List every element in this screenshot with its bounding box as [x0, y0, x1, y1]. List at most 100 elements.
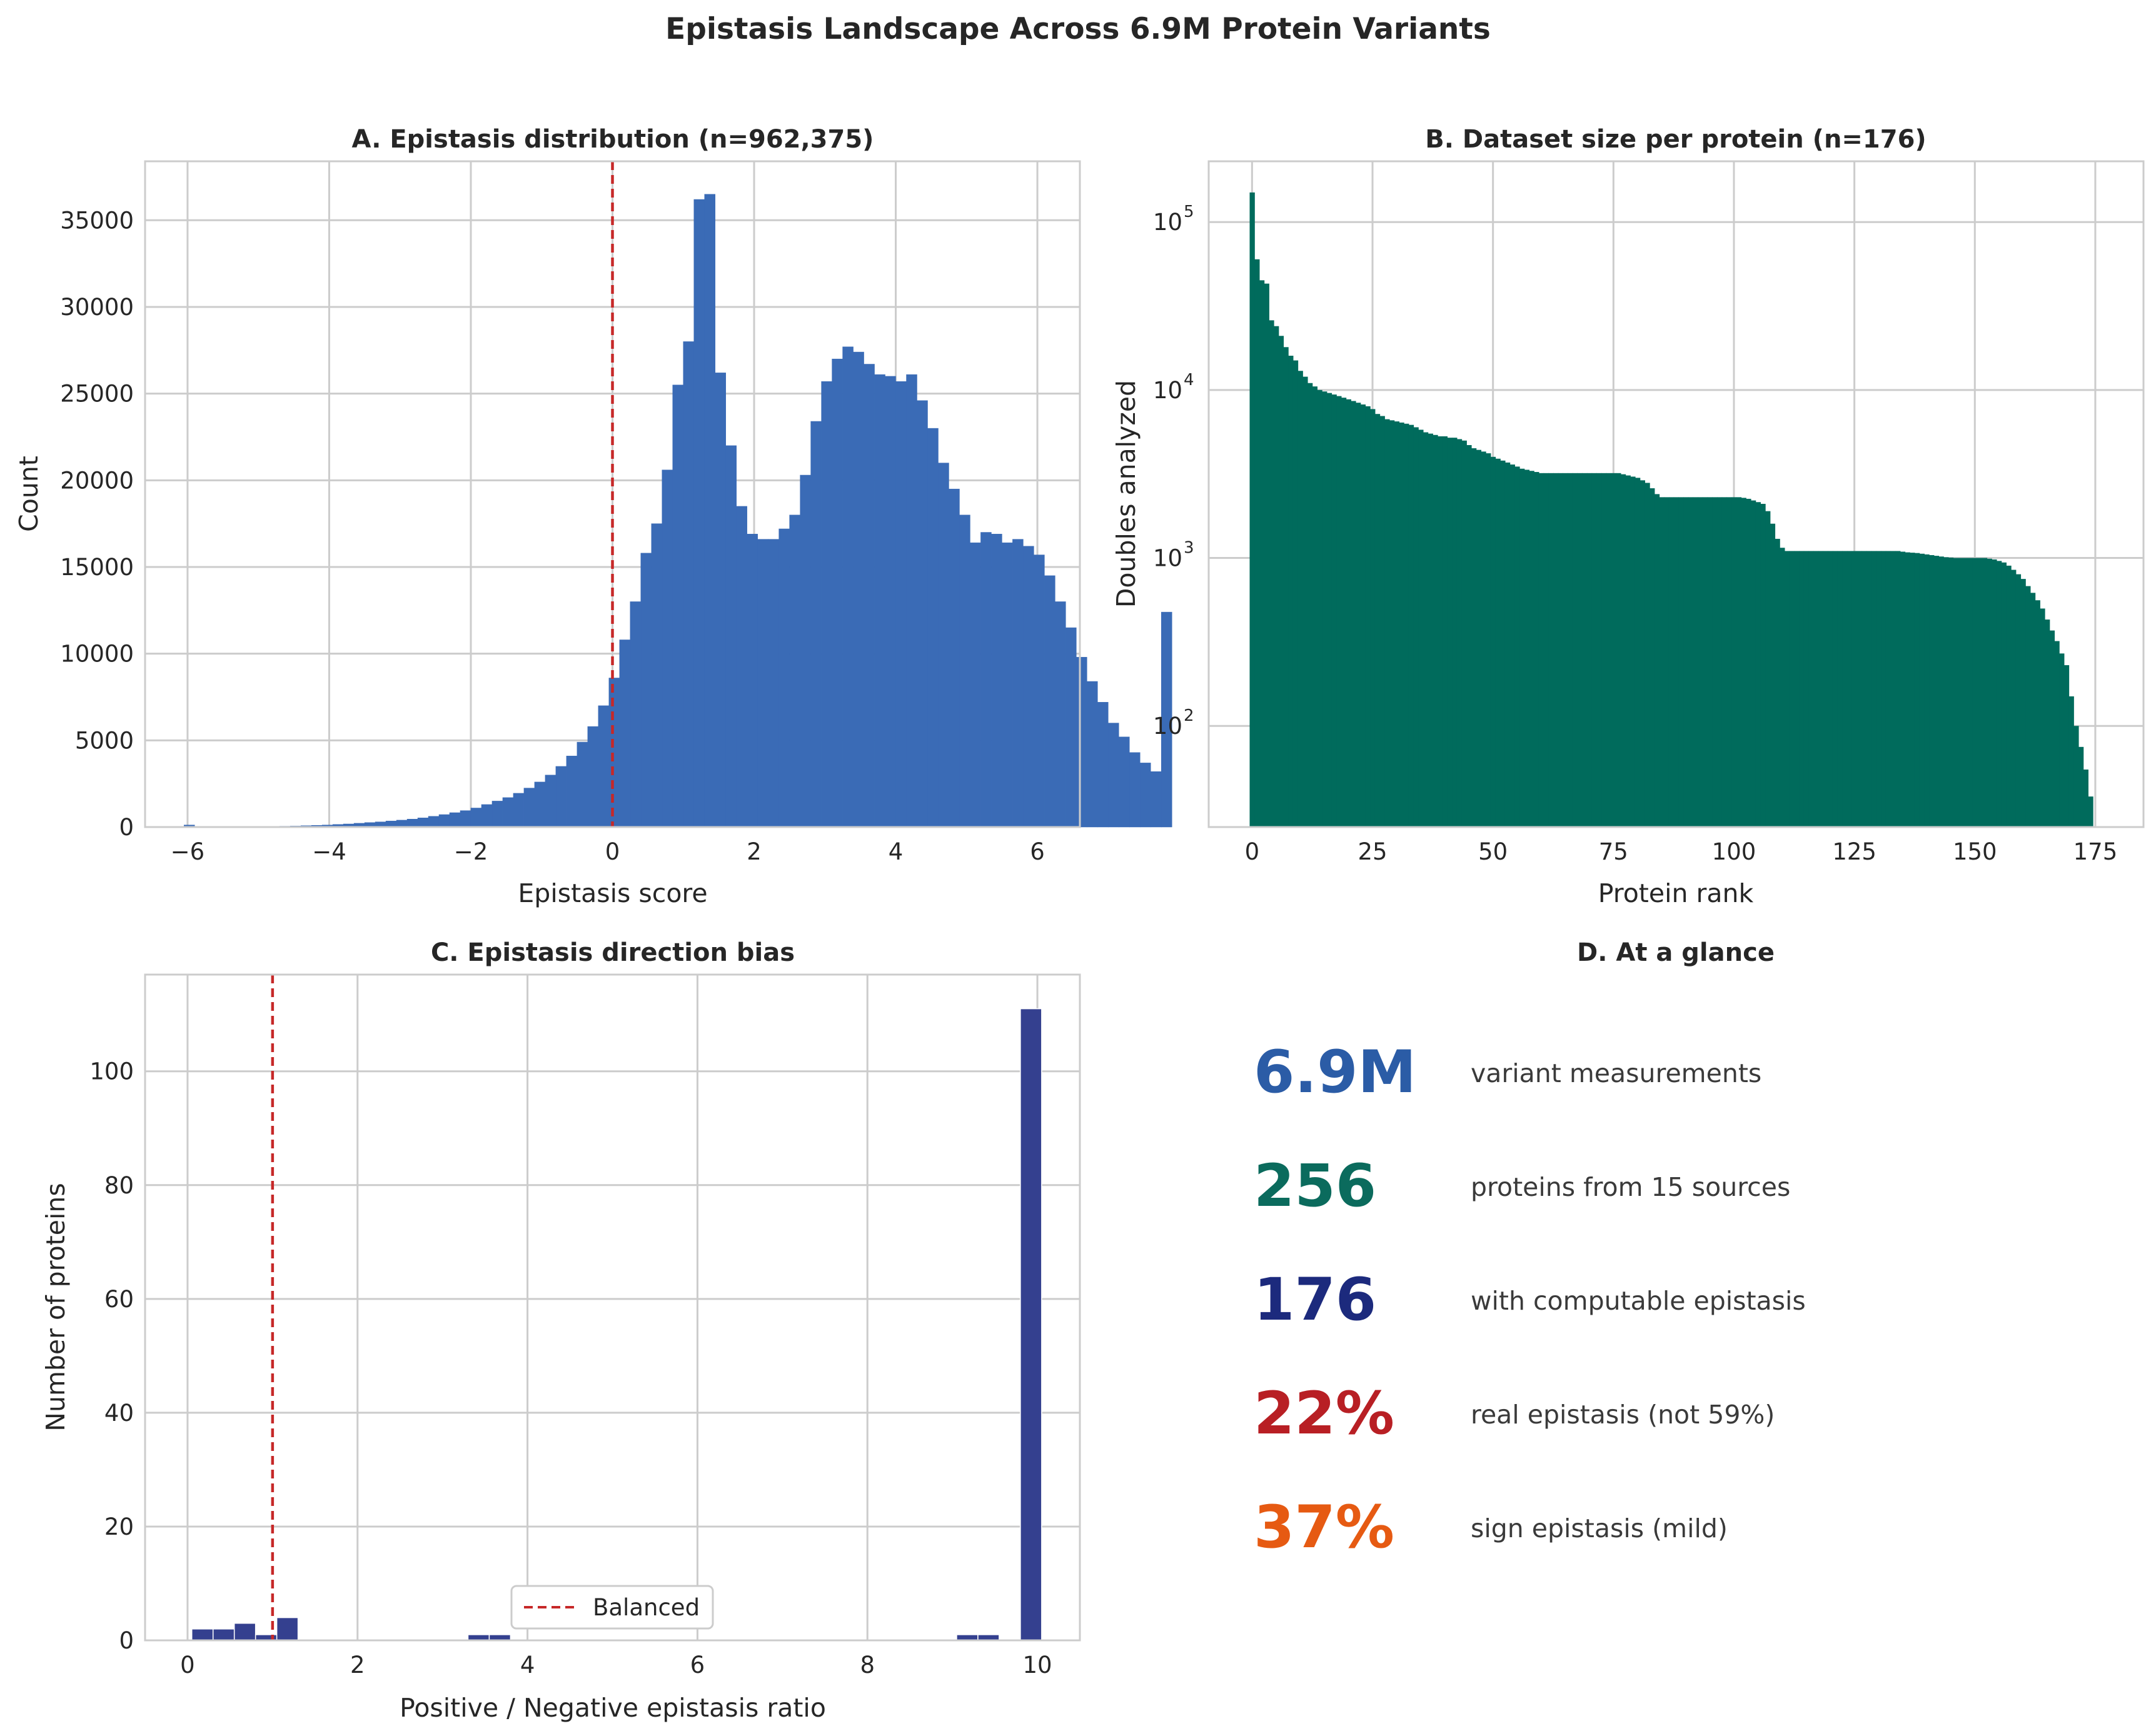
panel-a-x-tick-label: 2: [747, 838, 762, 865]
panel-a-xlabel: Epistasis score: [518, 878, 707, 908]
panel-b-bar: [1789, 551, 1795, 827]
panel-b-bar: [1856, 551, 1862, 827]
panel-c-y-tick-label: 20: [104, 1513, 134, 1540]
panel-a-bar: [832, 358, 843, 828]
panel-a-bar: [736, 506, 747, 828]
panel-b-bar: [1461, 440, 1467, 827]
panel-c-bar: [212, 1628, 235, 1641]
panel-a-bar: [704, 194, 715, 828]
panel-b-bar: [1428, 433, 1433, 827]
panel-b-bar: [1905, 552, 1910, 827]
panel-b-bar: [1341, 398, 1347, 827]
panel-b-bar: [1851, 551, 1858, 827]
panel-b-bar: [1876, 551, 1881, 827]
panel-b-bar: [1784, 551, 1790, 827]
panel-b-y-tick-label: 10: [1153, 209, 1182, 236]
panel-a-bar: [428, 816, 440, 828]
glance-value: 37%: [1254, 1493, 1394, 1562]
panel-b-bar: [2059, 653, 2065, 827]
panel-b-bar: [1982, 558, 1988, 827]
panel-c-y-tick-label: 40: [104, 1400, 134, 1427]
panel-c-y-tick-label: 100: [89, 1058, 134, 1085]
panel-a-y-tick-label: 10000: [60, 641, 134, 668]
panel-b-bar: [1755, 502, 1761, 827]
glance-label: sign epistasis (mild): [1471, 1513, 1728, 1543]
panel-b-bar: [2030, 593, 2036, 827]
panel-a-y-tick-label: 35000: [60, 207, 134, 234]
panel-b-title: B. Dataset size per protein (n=176): [1425, 125, 1926, 154]
panel-c: C. Epistasis direction bias 0 2 4 6 8 1002040…: [41, 938, 1081, 1723]
panel-a-bar: [980, 532, 992, 828]
panel-a-bar: [821, 381, 832, 828]
panel-b-bar: [2054, 641, 2060, 827]
panel-b-y-tick-label: 10: [1153, 545, 1182, 572]
panel-b-x-tick-label: 100: [1712, 838, 1756, 865]
panel-a-bar: [1076, 656, 1087, 828]
glance-item: 256 proteins from 15 sources: [1254, 1152, 1790, 1220]
panel-b-bar: [1307, 383, 1313, 827]
panel-b-bar: [2011, 569, 2017, 827]
panel-b-bar: [1765, 511, 1771, 827]
panel-b-bar: [1591, 473, 1597, 827]
panel-c-bar: [1020, 1008, 1042, 1641]
panel-b-bar: [1394, 421, 1399, 827]
panel-b-bar: [1442, 436, 1448, 827]
panel-b-bar: [1423, 432, 1429, 827]
panel-b-x-tick-label: 150: [1953, 838, 1997, 865]
panel-b-bar: [1808, 551, 1814, 827]
panel-a-bar: [949, 488, 960, 828]
panel-b-bar: [1360, 404, 1366, 827]
panel-b-bar: [1919, 553, 1925, 827]
panel-b-bar: [1534, 472, 1539, 827]
panel-b-bar: [1953, 558, 1958, 827]
panel-a-bar: [1044, 575, 1055, 828]
panel-b-bar: [1611, 473, 1616, 827]
panel-b-bar: [1365, 406, 1371, 827]
panel-c-y-tick-label: 80: [104, 1172, 134, 1199]
panel-c-legend: Balanced: [510, 1585, 714, 1630]
panel-b-bar: [1558, 473, 1564, 827]
panel-b-bar: [1620, 474, 1626, 827]
panel-a-bar: [449, 812, 461, 828]
panel-b-bar: [1871, 551, 1876, 827]
panel-b-bar: [1370, 409, 1376, 827]
panel-a-bar: [513, 793, 525, 828]
panel-c-grid: [145, 975, 1080, 1642]
panel-a-frame: [144, 160, 1081, 828]
panel-a-bar: [587, 726, 599, 828]
panel-b-bar: [1760, 503, 1766, 827]
panel-a-bar: [598, 705, 610, 828]
panel-a-bar: [460, 810, 471, 828]
panel-b-bar: [1606, 473, 1612, 827]
glance-item: 37% sign epistasis (mild): [1254, 1493, 1728, 1562]
panel-b-bar: [1625, 475, 1631, 827]
panel-b-bar: [1881, 551, 1886, 827]
panel-b-bar: [1866, 551, 1872, 827]
panel-b-bar: [1731, 497, 1737, 827]
panel-a-bar: [789, 514, 800, 828]
panel-b-bar: [1519, 468, 1525, 827]
panel-a-bar: [1055, 601, 1066, 828]
panel-c-bars: [191, 1008, 1042, 1641]
panel-a-bar: [502, 797, 514, 828]
panel-b-bar: [1929, 554, 1935, 827]
panel-a-y-tick-label: 5000: [75, 727, 134, 754]
panel-b-bar: [1914, 553, 1920, 827]
panel-b-bar: [1331, 394, 1337, 827]
glance-value: 22%: [1254, 1380, 1394, 1448]
panel-a-bar: [874, 374, 885, 828]
panel-b-bar: [1693, 497, 1698, 827]
panel-b-bar: [1346, 399, 1351, 827]
panel-b-bar: [1837, 551, 1843, 827]
panel-b-bar: [1770, 523, 1776, 827]
panel-b-bar: [1688, 497, 1694, 827]
panel-b-bar: [1938, 556, 1944, 827]
panel-b-bar: [1317, 389, 1322, 827]
panel-c-xlabel: Positive / Negative epistasis ratio: [400, 1693, 826, 1723]
panel-b-bar: [1635, 478, 1641, 827]
panel-a-bar: [619, 640, 631, 828]
panel-b-bar: [2015, 574, 2022, 827]
panel-b-bar: [1726, 497, 1732, 827]
glance-value: 176: [1254, 1266, 1376, 1334]
